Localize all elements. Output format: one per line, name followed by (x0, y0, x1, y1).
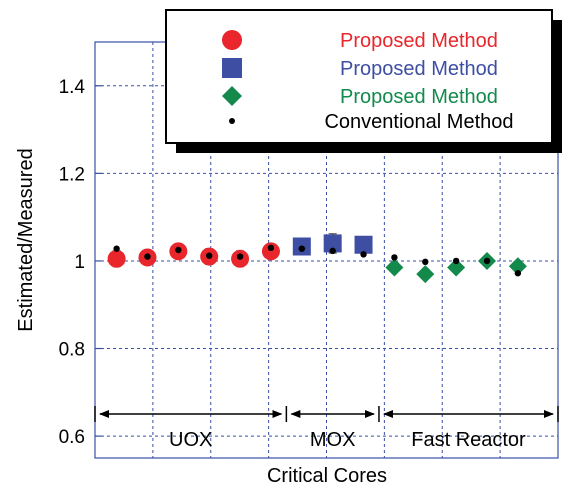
y-tick-label-2: 1 (74, 252, 85, 273)
point-s3-p1 (144, 253, 151, 260)
x-axis-label: Critical Cores (267, 465, 387, 487)
legend-marker-3 (229, 118, 235, 124)
legend-label-3: Conventional Method (324, 111, 513, 133)
point-s3-p7 (329, 247, 336, 255)
point-s2-p1 (416, 265, 435, 284)
point-s1-p2 (354, 235, 373, 254)
point-s2-p0 (385, 258, 404, 277)
point-s3-p0 (113, 245, 120, 252)
point-s3-p13 (514, 270, 522, 277)
legend-marker-1 (222, 58, 242, 78)
legend-marker-0 (222, 30, 242, 50)
y-tick-label-0: 0.6 (59, 427, 85, 448)
y-tick-label-4: 1.4 (59, 77, 86, 98)
point-s3-p4 (236, 253, 244, 260)
data-points (107, 233, 527, 284)
region-label-1: MOX (310, 429, 356, 451)
point-s3-p6 (298, 245, 306, 252)
y-tick-label-3: 1.2 (59, 164, 85, 185)
point-s0-p0 (107, 249, 126, 268)
point-s0-p5 (261, 242, 280, 261)
y-axis-label: Estimated/Measured (15, 148, 37, 331)
legend-label-0: Proposed Method (340, 30, 498, 52)
point-s3-p8 (360, 251, 367, 258)
point-s1-p1 (323, 234, 342, 253)
point-s3-p3 (206, 252, 213, 259)
point-s2-p4 (508, 257, 527, 276)
region-label-2: Fast Reactor (411, 429, 526, 451)
legend: Proposed Method Proposed Method Proposed M… (165, 9, 562, 153)
point-s3-p9 (391, 254, 398, 261)
point-s3-p11 (452, 257, 460, 265)
point-s3-p10 (422, 258, 429, 266)
point-s2-p2 (447, 258, 466, 277)
y-ticks: 0.6 0.8 1 1.2 1.4 (59, 77, 102, 448)
point-s3-p5 (267, 244, 275, 252)
point-s3-p2 (175, 246, 182, 254)
legend-label-2: Proposed Method (340, 86, 498, 108)
point-s3-p12 (483, 257, 491, 265)
region-label-0: UOX (169, 429, 212, 451)
legend-marker-2 (222, 86, 242, 106)
legend-label-1: Proposed Method (340, 58, 498, 80)
region-arrows: UOX MOX Fast Reactor (94, 406, 559, 451)
y-tick-label-1: 0.8 (59, 340, 85, 361)
